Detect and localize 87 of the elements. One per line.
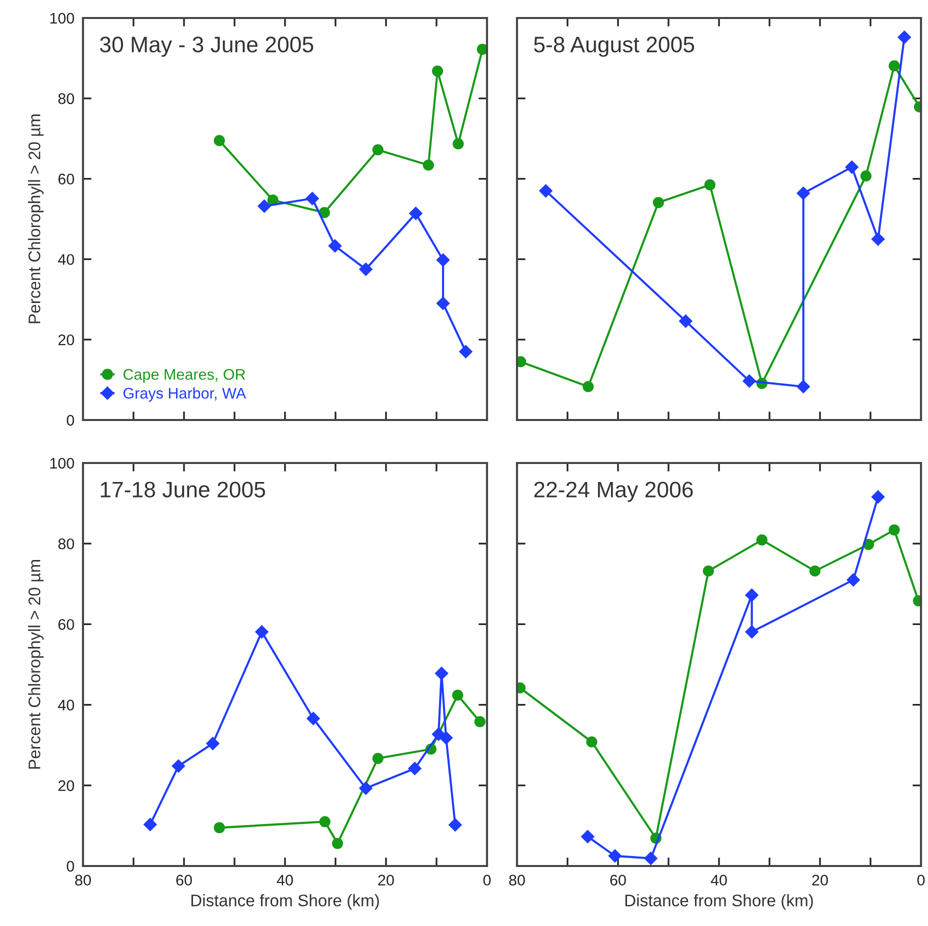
point bbox=[358, 781, 373, 796]
point bbox=[436, 296, 450, 310]
point bbox=[888, 60, 900, 72]
text: 5-8 August 2005 bbox=[534, 36, 694, 57]
y-tick-label: 20 bbox=[58, 780, 74, 792]
point bbox=[897, 30, 912, 44]
point bbox=[860, 170, 872, 182]
x-tick-label: 80 bbox=[75, 874, 91, 886]
point bbox=[328, 239, 342, 253]
text: 17-18 June 2005 bbox=[100, 482, 266, 498]
text: 30 May - 3 June 2005 bbox=[100, 36, 314, 57]
x-tick-label: 60 bbox=[610, 874, 626, 886]
legend-label: Cape Meares, OR bbox=[124, 369, 246, 383]
point bbox=[448, 818, 462, 832]
y-tick-label: 100 bbox=[50, 12, 74, 24]
point bbox=[306, 712, 320, 726]
point bbox=[756, 534, 768, 546]
y-tick-label: 80 bbox=[58, 538, 74, 550]
y-tick-label: 60 bbox=[58, 619, 74, 630]
y-tick-label: 60 bbox=[58, 174, 74, 184]
point bbox=[458, 344, 473, 359]
point bbox=[372, 144, 384, 156]
x-tick-label: 0 bbox=[483, 874, 491, 886]
point bbox=[439, 730, 453, 745]
point bbox=[888, 524, 900, 536]
point bbox=[143, 818, 158, 832]
text: 22-24 May 2006 bbox=[534, 482, 693, 502]
point bbox=[809, 565, 821, 577]
point bbox=[582, 381, 594, 392]
point bbox=[436, 253, 450, 267]
y-axis-title: Percent Chlorophyll > 20 µm bbox=[28, 114, 44, 324]
point bbox=[846, 572, 860, 587]
point bbox=[214, 822, 225, 834]
point bbox=[476, 44, 487, 55]
point bbox=[608, 849, 622, 863]
point bbox=[358, 262, 373, 276]
point bbox=[474, 716, 486, 728]
point bbox=[434, 666, 448, 680]
point bbox=[452, 138, 464, 150]
point bbox=[257, 199, 272, 214]
y-tick-label: 0 bbox=[66, 414, 74, 426]
x-tick-label: 80 bbox=[509, 874, 525, 886]
point bbox=[332, 838, 344, 849]
point bbox=[422, 160, 434, 171]
point bbox=[678, 314, 693, 328]
point bbox=[704, 179, 716, 190]
point bbox=[305, 192, 320, 206]
point bbox=[372, 752, 384, 764]
point bbox=[452, 690, 464, 701]
point bbox=[254, 624, 269, 639]
point bbox=[844, 160, 859, 174]
point bbox=[319, 816, 330, 828]
x-tick-label: 60 bbox=[176, 874, 192, 886]
point bbox=[796, 186, 810, 200]
point bbox=[796, 380, 810, 394]
x-tick-label: 0 bbox=[917, 874, 925, 886]
y-tick-label: 40 bbox=[58, 254, 74, 265]
y-tick-label: 40 bbox=[58, 700, 74, 710]
point bbox=[408, 206, 423, 220]
x-axis-title: Distance from Shore (km) bbox=[625, 894, 813, 910]
point bbox=[744, 624, 759, 639]
point bbox=[744, 588, 759, 602]
point bbox=[702, 565, 714, 577]
point bbox=[580, 830, 595, 844]
point bbox=[586, 736, 598, 748]
point bbox=[538, 184, 553, 198]
x-axis-title: Distance from Shore (km) bbox=[191, 894, 379, 910]
y-tick-label: 0 bbox=[66, 860, 74, 872]
point bbox=[408, 762, 422, 776]
point bbox=[871, 490, 885, 504]
x-tick-label: 40 bbox=[710, 874, 727, 886]
point bbox=[214, 135, 225, 146]
x-tick-label: 40 bbox=[276, 874, 293, 886]
point bbox=[652, 196, 664, 208]
point bbox=[206, 736, 220, 750]
y-tick-label: 100 bbox=[50, 458, 74, 469]
legend-label: Grays Harbor, WA bbox=[123, 387, 246, 402]
point bbox=[172, 759, 186, 773]
x-tick-label: 20 bbox=[378, 874, 394, 886]
y-tick-label: 20 bbox=[58, 334, 74, 346]
y-axis-title: Percent Chlorophyll > 20 µm bbox=[28, 560, 44, 769]
point bbox=[644, 851, 658, 866]
point bbox=[742, 374, 756, 388]
point bbox=[871, 232, 885, 246]
point bbox=[432, 66, 444, 77]
y-tick-label: 80 bbox=[58, 93, 74, 104]
x-tick-label: 20 bbox=[812, 874, 828, 886]
